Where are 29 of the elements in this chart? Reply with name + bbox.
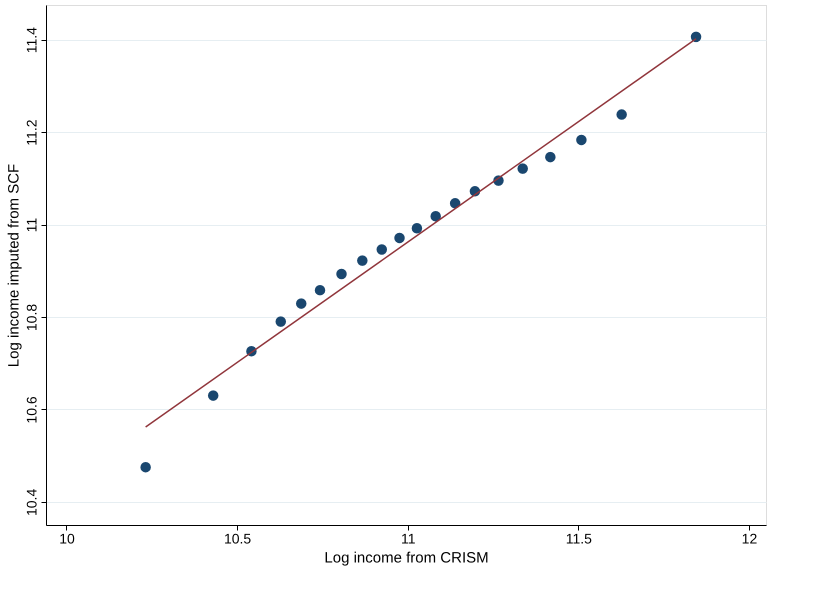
point — [517, 163, 528, 174]
point — [430, 211, 441, 222]
point — [394, 232, 405, 244]
y-tick-label: 10.4 — [24, 488, 40, 516]
point — [545, 152, 556, 162]
y-tick-label: 10.8 — [24, 304, 40, 332]
x-tick-label: 10 — [59, 530, 75, 546]
point — [140, 462, 151, 472]
point — [296, 298, 306, 309]
point — [616, 109, 627, 120]
point — [314, 284, 326, 296]
point — [690, 32, 702, 42]
x-tick-label: 11 — [400, 530, 416, 546]
y-tick-label: 10.6 — [24, 396, 40, 424]
y-tick-label: 11.4 — [24, 26, 40, 54]
point — [376, 244, 388, 255]
point — [576, 134, 587, 146]
y-tick-label: 11.2 — [24, 119, 40, 146]
y-axis-title: Log income imputed from SCF — [6, 164, 22, 368]
point — [276, 316, 286, 327]
x-tick-label: 11.5 — [566, 530, 592, 546]
x-tick-label: 12 — [742, 530, 758, 546]
point — [208, 390, 218, 401]
point — [412, 223, 422, 234]
x-axis-title: Log income from CRISM — [324, 550, 489, 566]
x-tick-label: 10.5 — [224, 530, 252, 546]
point — [336, 268, 347, 280]
point — [357, 255, 368, 266]
y-tick-label: 11 — [24, 218, 40, 232]
